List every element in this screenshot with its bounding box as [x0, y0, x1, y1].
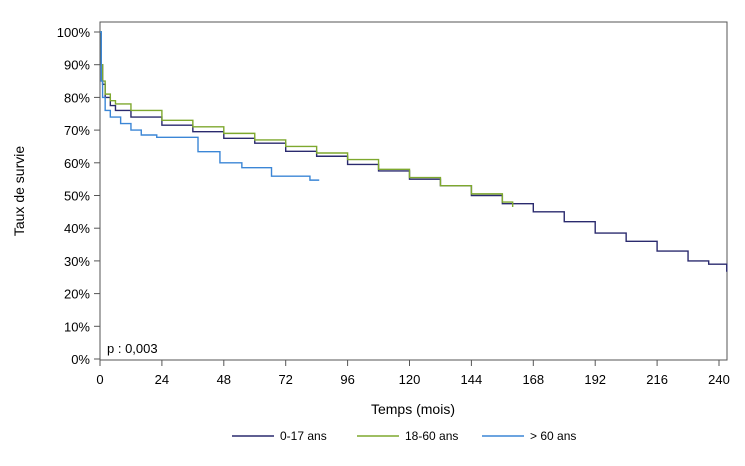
- x-tick-label: 120: [399, 372, 421, 387]
- x-tick-label: 144: [461, 372, 483, 387]
- y-tick-label: 50%: [64, 189, 90, 204]
- x-tick-label: 240: [708, 372, 730, 387]
- x-axis-label: Temps (mois): [371, 401, 455, 417]
- x-tick-label: 0: [96, 372, 103, 387]
- y-tick-label: 10%: [64, 319, 90, 334]
- y-tick-label: 30%: [64, 254, 90, 269]
- legend-label: 0-17 ans: [280, 429, 327, 443]
- y-tick-label: 100%: [57, 25, 91, 40]
- x-tick-label: 96: [340, 372, 354, 387]
- series-line-1: [100, 31, 514, 207]
- legend: 0-17 ans 18-60 ans > 60 ans: [232, 429, 576, 443]
- plot-frame: [99, 21, 728, 361]
- y-tick-label: 20%: [64, 287, 90, 302]
- x-tick-label: 216: [646, 372, 668, 387]
- y-tick-label: 60%: [64, 156, 90, 171]
- series-line-0: [100, 31, 728, 272]
- y-tick-label: 70%: [64, 123, 90, 138]
- legend-label: 18-60 ans: [405, 429, 458, 443]
- x-tick-label: 24: [155, 372, 169, 387]
- x-tick-label: 48: [217, 372, 231, 387]
- x-tick-label: 72: [278, 372, 292, 387]
- series-line-2: [100, 31, 320, 181]
- y-tick-label: 80%: [64, 90, 90, 105]
- x-tick-label: 168: [522, 372, 544, 387]
- x-tick-label: 192: [584, 372, 606, 387]
- p-value-annotation: p : 0,003: [107, 341, 158, 356]
- y-tick-label: 40%: [64, 221, 90, 236]
- legend-label: > 60 ans: [530, 429, 576, 443]
- y-tick-label: 90%: [64, 58, 90, 73]
- y-axis-label: Taux de survie: [11, 146, 27, 236]
- y-tick-label: 0%: [71, 352, 90, 367]
